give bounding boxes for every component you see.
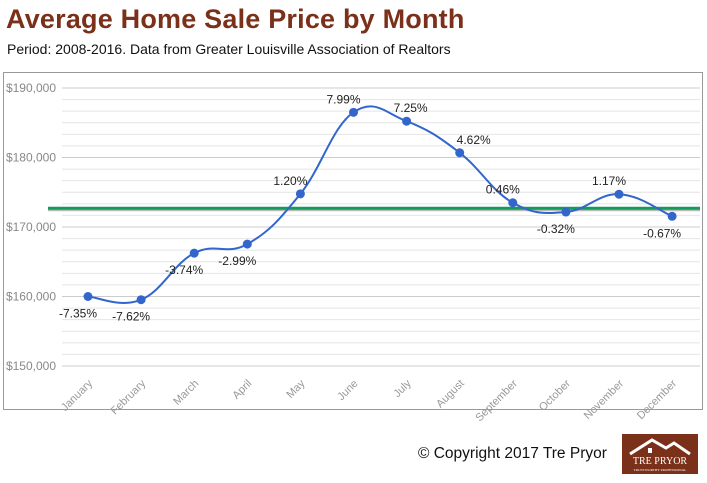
data-label: 4.62% (457, 133, 491, 147)
data-point (136, 295, 146, 305)
data-label: -2.99% (218, 254, 256, 268)
data-label: 7.25% (394, 101, 428, 115)
chart-title: Average Home Sale Price by Month (6, 4, 465, 34)
svg-text:TRUSTWORTHY PROFESSIONAL: TRUSTWORTHY PROFESSIONAL (634, 468, 687, 472)
x-tick-label: July (391, 377, 414, 400)
data-point (455, 148, 465, 158)
data-point (402, 116, 412, 126)
x-tick-label: March (171, 378, 201, 408)
x-tick-label: November (582, 377, 627, 422)
data-label: -7.35% (59, 307, 97, 321)
x-tick-label: February (109, 377, 149, 417)
data-label: -7.62% (112, 310, 150, 324)
data-point (614, 189, 624, 199)
data-point (189, 248, 199, 258)
y-tick-label: $190,000 (6, 81, 56, 95)
data-label: -0.67% (643, 226, 681, 240)
x-tick-label: June (335, 378, 360, 403)
x-tick-label: October (537, 377, 573, 413)
data-label: 0.46% (486, 183, 520, 197)
data-label: 1.20% (273, 174, 307, 188)
x-tick-label: January (59, 377, 96, 414)
data-point (667, 211, 677, 221)
y-tick-label: $150,000 (6, 359, 56, 373)
tre-pryor-logo: TRE PRYOR TRUSTWORTHY PROFESSIONAL (622, 434, 698, 474)
data-label: -0.32% (537, 222, 575, 236)
chart-subtitle: Period: 2008-2016. Data from Greater Lou… (7, 41, 451, 57)
data-point (508, 198, 518, 208)
x-tick-label: December (635, 377, 680, 422)
data-point (242, 239, 252, 249)
data-point (295, 189, 305, 199)
x-tick-label: May (284, 377, 308, 401)
svg-text:TRE PRYOR: TRE PRYOR (633, 456, 688, 467)
y-tick-label: $180,000 (6, 151, 56, 165)
data-label: -3.74% (165, 263, 203, 277)
x-tick-label: August (434, 378, 467, 411)
chart-frame (3, 72, 703, 410)
data-point (561, 207, 571, 217)
y-tick-label: $160,000 (6, 290, 56, 304)
copyright-text: © Copyright 2017 Tre Pryor (418, 445, 607, 462)
data-label: 7.99% (326, 92, 360, 106)
x-tick-label: April (230, 378, 254, 402)
y-tick-label: $170,000 (6, 220, 56, 234)
data-point (349, 107, 358, 117)
data-point (83, 292, 93, 301)
data-label: 1.17% (592, 174, 626, 188)
x-tick-label: September (473, 377, 520, 424)
